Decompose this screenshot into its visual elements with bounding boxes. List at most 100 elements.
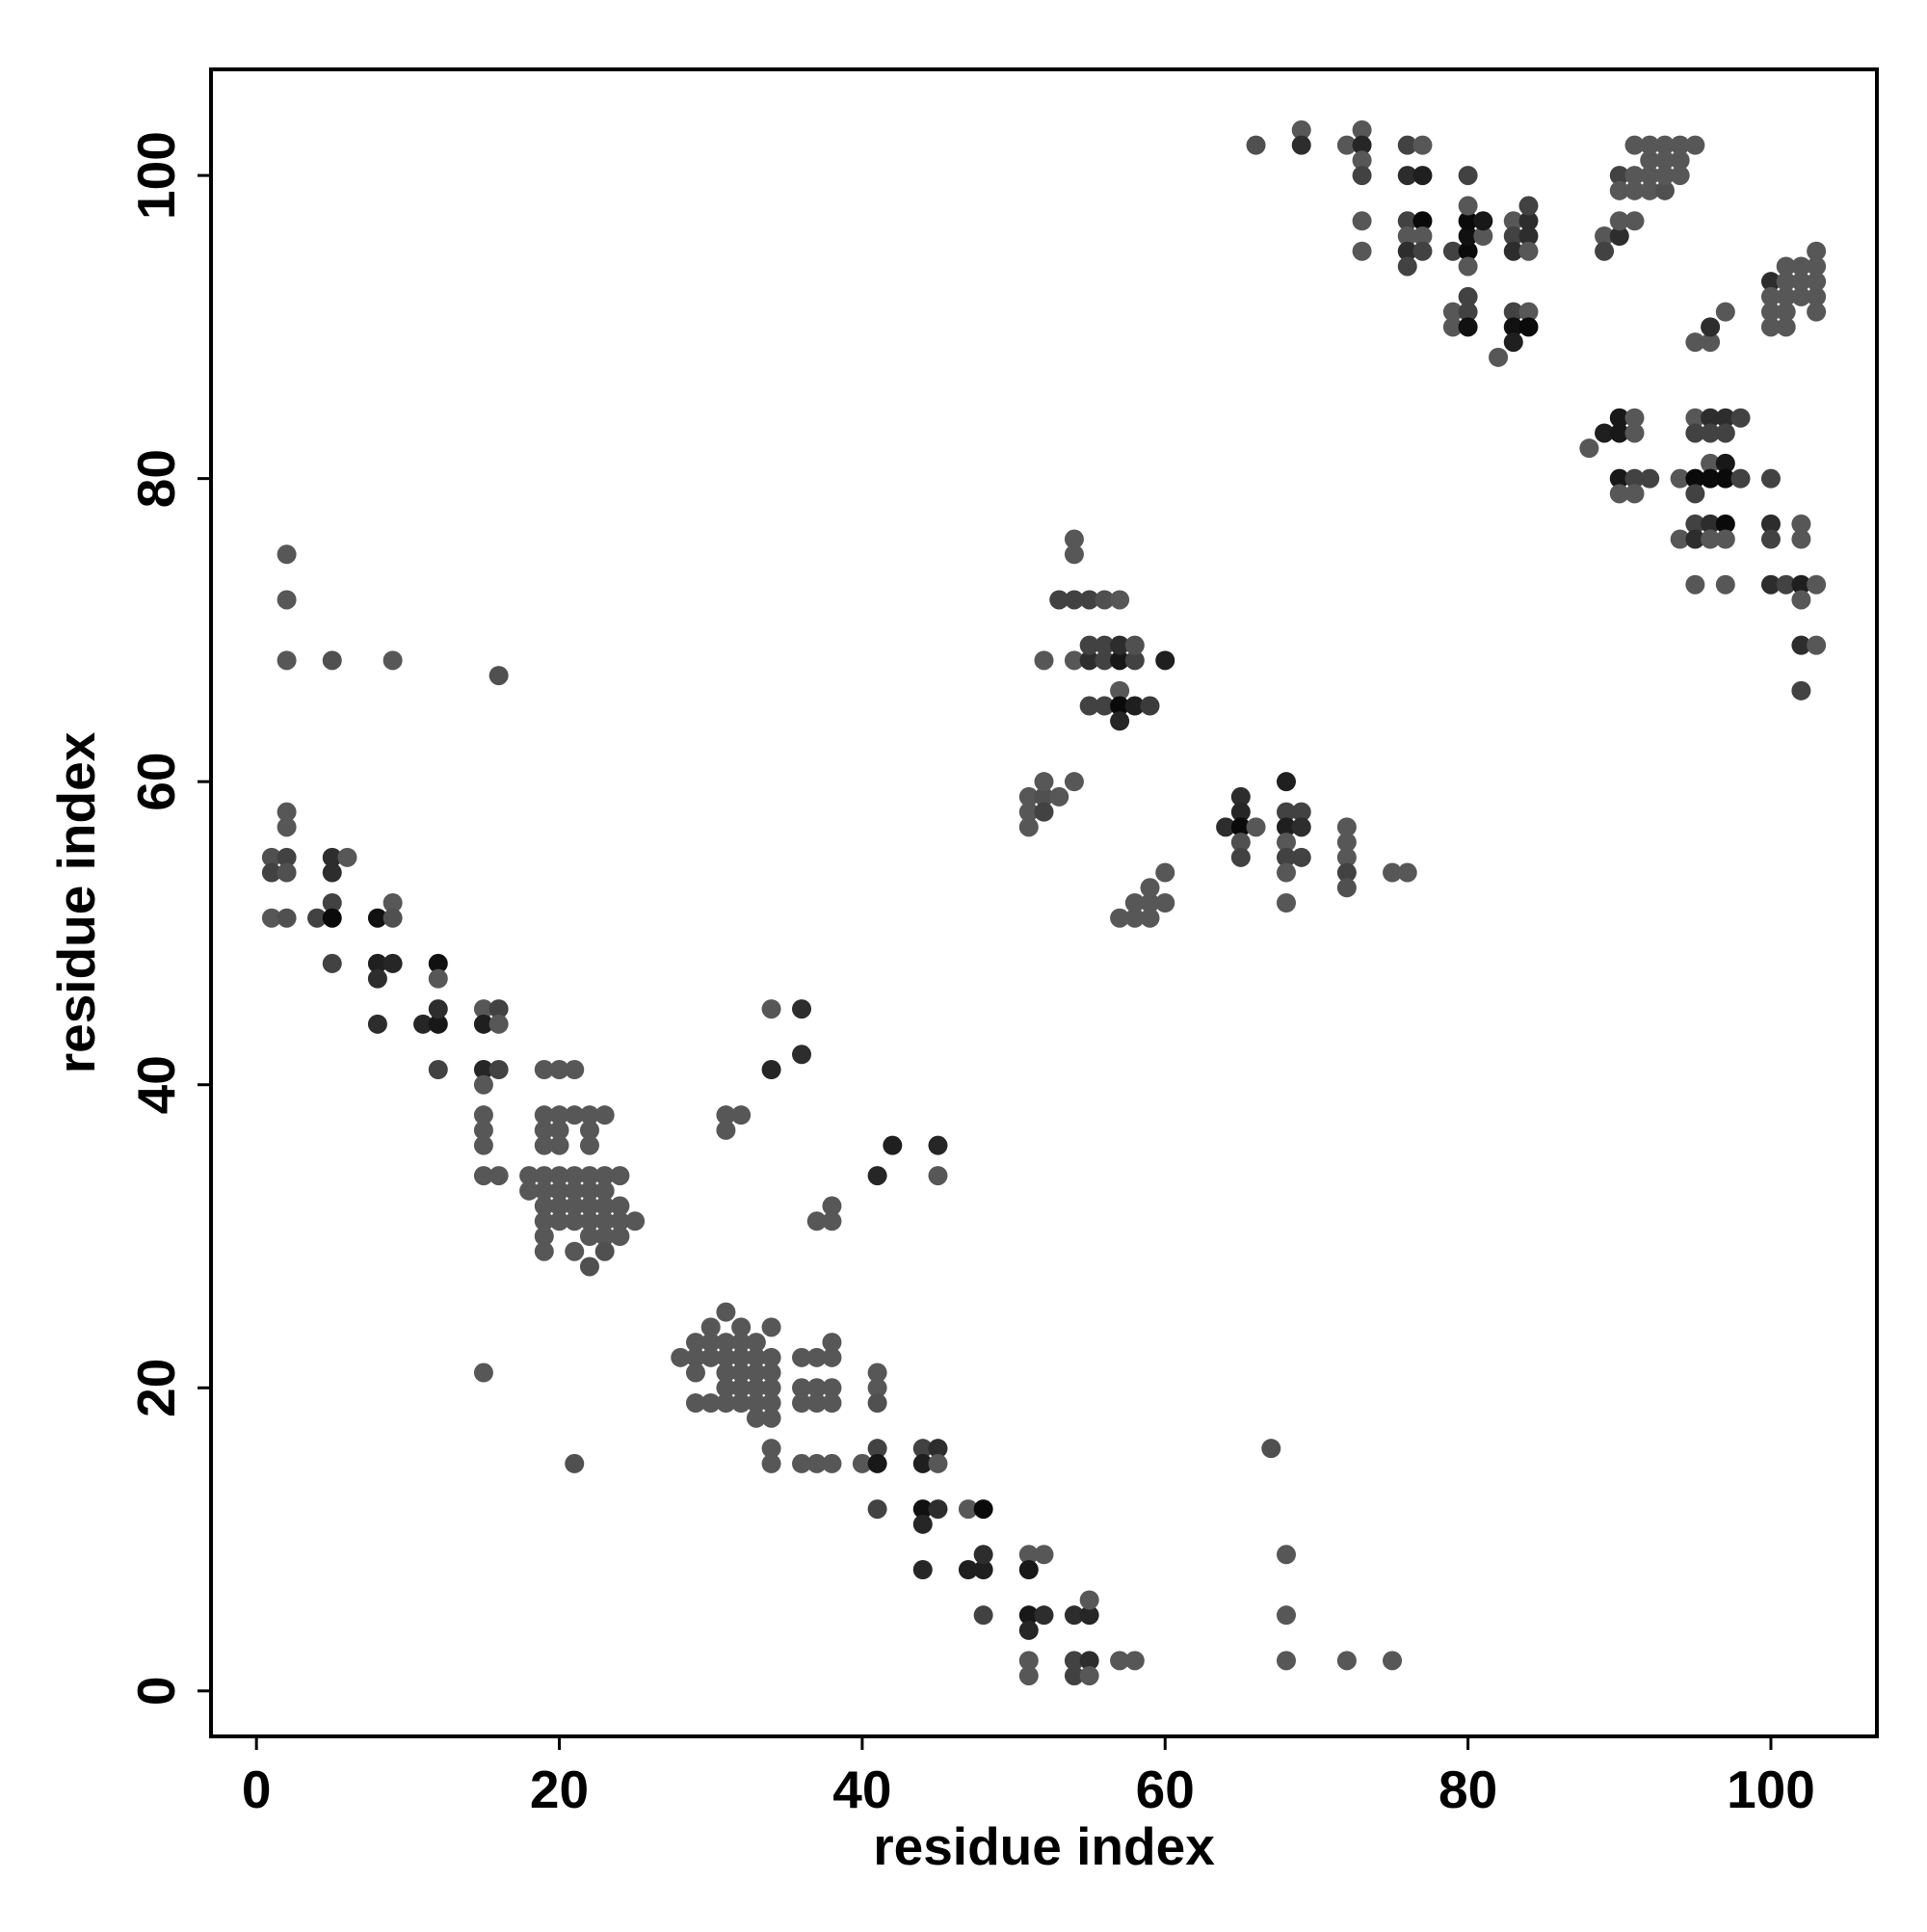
contact-point xyxy=(473,1014,493,1034)
contact-point xyxy=(428,999,448,1019)
contact-point xyxy=(1124,696,1145,716)
contact-point xyxy=(1276,772,1296,792)
contact-point xyxy=(1095,650,1115,671)
contact-point xyxy=(1609,468,1629,489)
contact-point xyxy=(1760,272,1781,292)
contact-point xyxy=(1730,408,1751,428)
contact-point xyxy=(1670,166,1690,186)
contact-point xyxy=(610,1196,630,1216)
contact-point xyxy=(867,1453,887,1473)
contact-point xyxy=(1140,893,1160,913)
contact-point xyxy=(716,1333,736,1353)
contact-point xyxy=(1124,650,1145,671)
contact-point xyxy=(1791,529,1811,549)
contact-point xyxy=(1064,1666,1084,1686)
x-tick-label: 40 xyxy=(832,1760,891,1819)
contact-point xyxy=(534,1180,554,1201)
contact-point xyxy=(1442,241,1463,261)
contact-point xyxy=(1503,302,1523,322)
contact-point xyxy=(1685,135,1705,155)
x-tick-label: 100 xyxy=(1727,1760,1815,1819)
contact-point xyxy=(731,1333,752,1353)
contact-point xyxy=(322,862,342,883)
contact-point xyxy=(1807,635,1827,655)
contact-point xyxy=(1654,150,1675,171)
contact-point xyxy=(1760,286,1781,306)
contact-point xyxy=(1276,817,1296,837)
contact-point xyxy=(867,1378,887,1398)
contact-point xyxy=(1791,514,1811,534)
contact-point xyxy=(1018,802,1039,822)
x-axis: 0 20 40 60 80 100 xyxy=(242,1736,1815,1819)
contact-point xyxy=(1685,332,1705,353)
contact-point xyxy=(1624,408,1645,428)
contact-point xyxy=(731,1105,752,1125)
contact-point xyxy=(1095,696,1115,716)
contact-point xyxy=(1624,423,1645,443)
contact-point xyxy=(1352,211,1372,231)
contact-point xyxy=(1018,1605,1039,1626)
contact-point xyxy=(1336,878,1357,898)
contact-point xyxy=(610,1166,630,1186)
contact-point xyxy=(1518,317,1539,337)
contact-point xyxy=(579,1196,599,1216)
contact-point xyxy=(565,1453,585,1473)
contact-point xyxy=(867,1166,887,1186)
contact-point xyxy=(1397,241,1417,261)
contact-point xyxy=(792,1453,812,1473)
contact-point xyxy=(1715,468,1735,489)
contact-point xyxy=(565,1180,585,1201)
contact-point xyxy=(1458,302,1478,322)
contact-point xyxy=(1503,241,1523,261)
contact-point xyxy=(1458,317,1478,337)
contact-point xyxy=(716,1363,736,1383)
contact-point xyxy=(1140,908,1160,928)
contact-point xyxy=(549,1120,569,1140)
contact-point xyxy=(1579,438,1599,459)
contact-point xyxy=(792,1393,812,1413)
contact-point xyxy=(928,1453,948,1473)
contact-point xyxy=(1064,590,1084,610)
contact-point xyxy=(1230,847,1251,867)
contact-point xyxy=(1216,817,1236,837)
contact-point xyxy=(1336,847,1357,867)
contact-point xyxy=(1624,468,1645,489)
contact-point xyxy=(1124,908,1145,928)
contact-point xyxy=(1018,1545,1039,1565)
contact-point xyxy=(1291,119,1311,140)
contact-point xyxy=(1715,302,1735,322)
contact-point xyxy=(1095,590,1115,610)
contact-point xyxy=(746,1393,766,1413)
contact-point xyxy=(519,1166,540,1186)
contact-point xyxy=(1776,256,1796,277)
contact-point xyxy=(1383,862,1403,883)
contact-point xyxy=(534,1135,554,1155)
contact-point xyxy=(973,1545,993,1565)
contact-point xyxy=(1276,893,1296,913)
x-tick-label: 0 xyxy=(242,1760,272,1819)
contact-point xyxy=(1412,211,1433,231)
contact-point xyxy=(367,908,387,928)
contact-point xyxy=(1079,1605,1099,1626)
x-tick-label: 60 xyxy=(1136,1760,1195,1819)
contact-point xyxy=(1064,529,1084,549)
contact-point xyxy=(473,1105,493,1125)
contact-point xyxy=(1760,529,1781,549)
contact-point xyxy=(685,1333,705,1353)
contact-point xyxy=(1079,650,1099,671)
contact-point xyxy=(1503,317,1523,337)
contact-point xyxy=(1412,135,1433,155)
y-tick-label: 80 xyxy=(126,449,186,508)
contact-point xyxy=(565,1060,585,1079)
contact-point xyxy=(1791,286,1811,306)
contact-point xyxy=(1503,332,1523,353)
contact-point xyxy=(806,1453,827,1473)
contact-point xyxy=(428,1060,448,1079)
contact-point xyxy=(1654,180,1675,200)
contact-point xyxy=(1473,211,1493,231)
contact-point xyxy=(700,1393,721,1413)
contact-point xyxy=(867,1363,887,1383)
contact-point xyxy=(1670,468,1690,489)
